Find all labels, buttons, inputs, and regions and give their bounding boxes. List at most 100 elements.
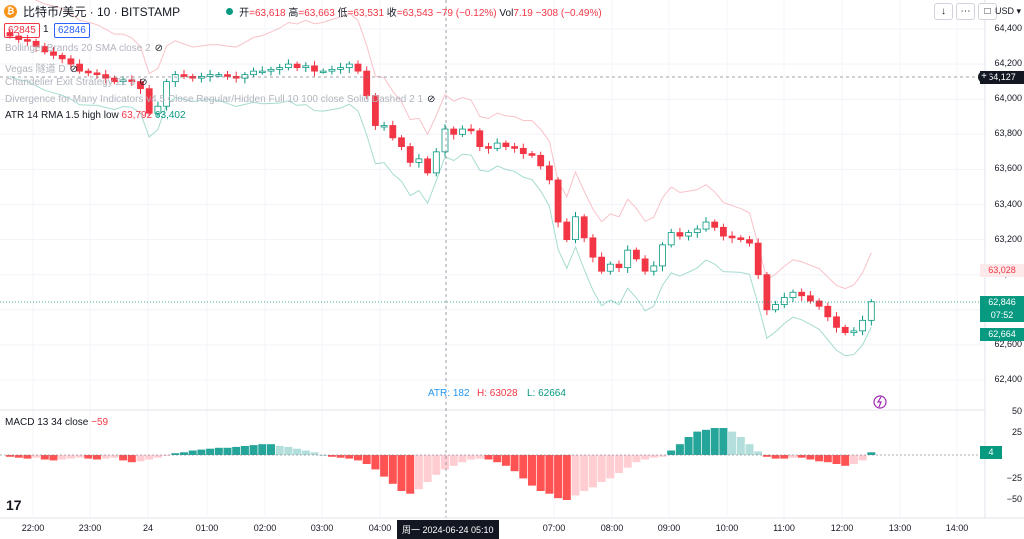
time-axis-label: 02:00 xyxy=(253,523,277,533)
candle-body xyxy=(476,130,484,147)
maximize-button[interactable]: □ xyxy=(978,3,997,20)
candle-body xyxy=(589,237,597,258)
macd-bar xyxy=(571,455,580,496)
macd-bar xyxy=(110,455,119,458)
macd-bar xyxy=(867,452,876,455)
candle-body xyxy=(398,137,405,147)
macd-bar xyxy=(832,455,841,464)
macd-bar xyxy=(475,455,484,459)
indicator-vegas[interactable]: Vegas 隧道 D ⊘ xyxy=(5,64,78,75)
candle-body xyxy=(441,128,449,153)
price-axis-label: 63,200 xyxy=(994,233,1022,244)
macd-bar xyxy=(223,447,232,455)
macd-bar xyxy=(501,455,510,466)
macd-bar xyxy=(606,455,615,479)
candle-body xyxy=(789,291,797,298)
candle-body xyxy=(424,158,432,174)
symbol-title[interactable]: 比特币/美元 · 10 · BITSTAMP xyxy=(23,4,181,19)
macd-bar xyxy=(623,455,632,468)
buy-price-box[interactable]: 62846 xyxy=(54,23,90,38)
spread-value: 1 xyxy=(43,24,49,35)
atr-low-label: L: 62664 xyxy=(527,388,566,399)
macd-bar xyxy=(554,455,563,499)
candle-body xyxy=(606,263,614,272)
candle-body xyxy=(311,65,318,72)
macd-bar xyxy=(6,455,14,457)
candle-body xyxy=(537,154,545,167)
macd-bar xyxy=(484,455,493,460)
macd-bar xyxy=(754,451,763,455)
indicator-divergence[interactable]: Divergence for Many Indicators v4 5 Clos… xyxy=(5,94,436,105)
bitcoin-icon: ₿ xyxy=(4,4,17,18)
price-axis-label: 62,600 xyxy=(994,338,1022,349)
candle-body xyxy=(163,81,171,107)
time-axis-label: 24 xyxy=(142,523,154,533)
macd-bar xyxy=(197,449,206,455)
candle-body xyxy=(693,228,701,233)
price-axis-label: 64,000 xyxy=(994,93,1022,104)
candle-body xyxy=(371,95,379,126)
macd-bar xyxy=(327,455,336,457)
time-axis-label: 03:00 xyxy=(310,523,334,533)
macd-bar xyxy=(319,455,328,456)
arrow-down-button[interactable]: ↓ xyxy=(934,3,953,20)
sell-price-box[interactable]: 62845 xyxy=(4,23,40,38)
macd-value-tag: 4 xyxy=(980,446,1002,459)
indicator-atr[interactable]: ATR 14 RMA 1.5 high low 63,792 63,402 xyxy=(5,110,186,121)
macd-bar xyxy=(423,455,432,482)
macd-bar xyxy=(293,448,302,455)
eye-hidden-icon[interactable]: ⊘ xyxy=(69,64,78,75)
price-axis-label: 63,800 xyxy=(994,128,1022,139)
candle-body xyxy=(833,316,840,328)
candlestick-series xyxy=(6,29,875,337)
candle-body xyxy=(84,70,92,74)
macd-bar xyxy=(580,455,589,491)
macd-bar xyxy=(310,452,319,455)
candle-body xyxy=(746,239,753,244)
candle-body xyxy=(685,232,692,237)
macd-bar xyxy=(136,455,145,462)
eye-hidden-icon[interactable]: ⊘ xyxy=(139,77,148,88)
candle-body xyxy=(450,128,458,135)
macd-bar xyxy=(719,428,728,455)
macd-bar xyxy=(301,450,310,455)
candle-body xyxy=(546,165,553,181)
macd-bar xyxy=(745,444,754,455)
macd-bar xyxy=(380,455,389,477)
indicator-macd[interactable]: MACD 13 34 close −59 xyxy=(5,417,109,428)
macd-bar xyxy=(206,448,215,455)
eye-hidden-icon[interactable]: ⊘ xyxy=(154,43,164,54)
candle-body xyxy=(23,39,31,42)
indicator-chandelier[interactable]: Chandelier Exit Strategy 22 3 ⊘ xyxy=(5,77,148,88)
candle-body xyxy=(76,63,83,72)
candle-body xyxy=(659,244,666,267)
macd-bar xyxy=(284,446,293,455)
price-axis-label: 64,200 xyxy=(994,58,1022,69)
macd-bar xyxy=(597,455,606,482)
candle-body xyxy=(363,70,371,97)
macd-bar xyxy=(815,455,824,462)
candle-body xyxy=(58,54,66,60)
macd-bar xyxy=(780,455,789,459)
time-axis-label: 13:00 xyxy=(888,523,912,533)
candle-body xyxy=(250,70,258,76)
add-alert-icon[interactable]: + xyxy=(978,71,990,83)
macd-bar xyxy=(101,455,110,459)
settings-button[interactable]: ⋯ xyxy=(956,3,975,20)
candle-body xyxy=(137,81,144,90)
indicator-bollinger[interactable]: Bollinger Brands 20 SMA close 2 ⊘ xyxy=(5,43,164,54)
macd-bar xyxy=(153,455,162,458)
candle-body xyxy=(180,74,188,77)
eye-hidden-icon[interactable]: ⊘ xyxy=(427,94,436,105)
candle-body xyxy=(171,74,179,83)
candle-body xyxy=(93,72,101,76)
candle-body xyxy=(580,216,588,239)
currency-selector[interactable]: USD ▾ xyxy=(995,6,1022,16)
macd-bar xyxy=(519,455,528,479)
macd-bar xyxy=(214,447,223,455)
macd-bar xyxy=(588,455,597,488)
macd-bar xyxy=(119,455,128,461)
atr-info-label: ATR: 182 xyxy=(428,388,470,399)
candle-body xyxy=(485,146,492,149)
